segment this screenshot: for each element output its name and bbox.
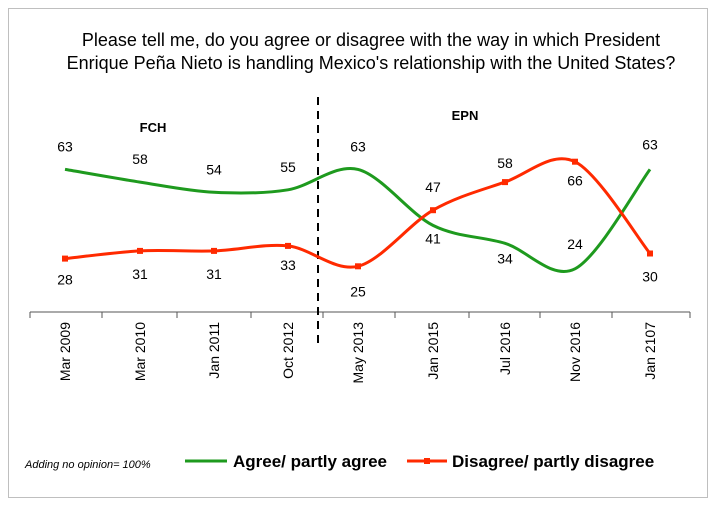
legend-marker-disagree bbox=[424, 458, 430, 464]
data-point-disagree bbox=[137, 247, 143, 254]
data-label-agree: 63 bbox=[350, 138, 366, 154]
x-tick-label: Jul 2016 bbox=[497, 322, 513, 375]
x-tick-label: Mar 2010 bbox=[132, 322, 148, 381]
data-label-disagree: 30 bbox=[642, 269, 658, 285]
x-tick-label: Oct 2012 bbox=[280, 322, 296, 379]
series-line-disagree bbox=[64, 157, 652, 269]
period-label-epn: EPN bbox=[452, 108, 479, 123]
data-point-disagree bbox=[572, 158, 578, 165]
title-line-2: Enrique Peña Nieto is handling Mexico's … bbox=[67, 53, 676, 73]
data-label-disagree: 58 bbox=[497, 155, 513, 171]
x-tick-label: May 2013 bbox=[350, 322, 366, 384]
title-line-1: Please tell me, do you agree or disagree… bbox=[82, 30, 660, 50]
data-point-disagree bbox=[430, 207, 436, 214]
x-tick-label: Nov 2016 bbox=[567, 322, 583, 382]
x-axis-ticks: Mar 2009 Mar 2010 Jan 2011 Oct 2012 May 2013… bbox=[29, 312, 691, 384]
footnote: Adding no opinion= 100% bbox=[24, 459, 151, 471]
data-label-disagree: 31 bbox=[132, 266, 148, 282]
chart-title: Please tell me, do you agree or disagree… bbox=[67, 30, 676, 73]
data-point-disagree bbox=[211, 247, 217, 254]
data-point-disagree bbox=[62, 255, 68, 262]
data-point-disagree bbox=[355, 263, 361, 270]
data-label-agree: 41 bbox=[425, 230, 441, 246]
data-label-disagree: 31 bbox=[206, 266, 222, 282]
series-line-agree bbox=[64, 166, 652, 273]
data-point-disagree bbox=[502, 179, 508, 186]
series-layer bbox=[62, 157, 653, 273]
x-tick-label: Jan 2107 bbox=[642, 322, 658, 380]
data-label-disagree: 28 bbox=[57, 272, 73, 288]
x-tick-label: Jan 2011 bbox=[206, 322, 222, 379]
legend-label-agree: Agree/ partly agree bbox=[233, 452, 387, 471]
data-label-agree: 63 bbox=[642, 136, 658, 152]
period-label-fch: FCH bbox=[140, 120, 167, 135]
data-label-disagree: 47 bbox=[425, 179, 441, 195]
data-point-disagree bbox=[647, 250, 653, 257]
data-label-agree: 63 bbox=[57, 138, 73, 154]
data-label-agree: 55 bbox=[280, 159, 296, 175]
data-labels: 63 58 54 55 63 41 34 24 63 28 31 31 33 25 47 58 66 30 bbox=[57, 136, 658, 299]
x-tick-label: Jan 2015 bbox=[425, 322, 441, 380]
data-label-disagree: 33 bbox=[280, 257, 296, 273]
data-point-disagree bbox=[285, 242, 291, 249]
data-label-agree: 24 bbox=[567, 236, 583, 252]
data-label-agree: 54 bbox=[206, 161, 222, 177]
data-label-agree: 34 bbox=[497, 250, 513, 266]
data-label-disagree: 25 bbox=[350, 283, 366, 299]
legend-label-disagree: Disagree/ partly disagree bbox=[452, 452, 654, 471]
data-label-agree: 58 bbox=[132, 151, 148, 167]
x-tick-label: Mar 2009 bbox=[57, 322, 73, 381]
legend: Agree/ partly agree Disagree/ partly dis… bbox=[185, 452, 654, 471]
data-label-disagree: 66 bbox=[567, 173, 583, 189]
